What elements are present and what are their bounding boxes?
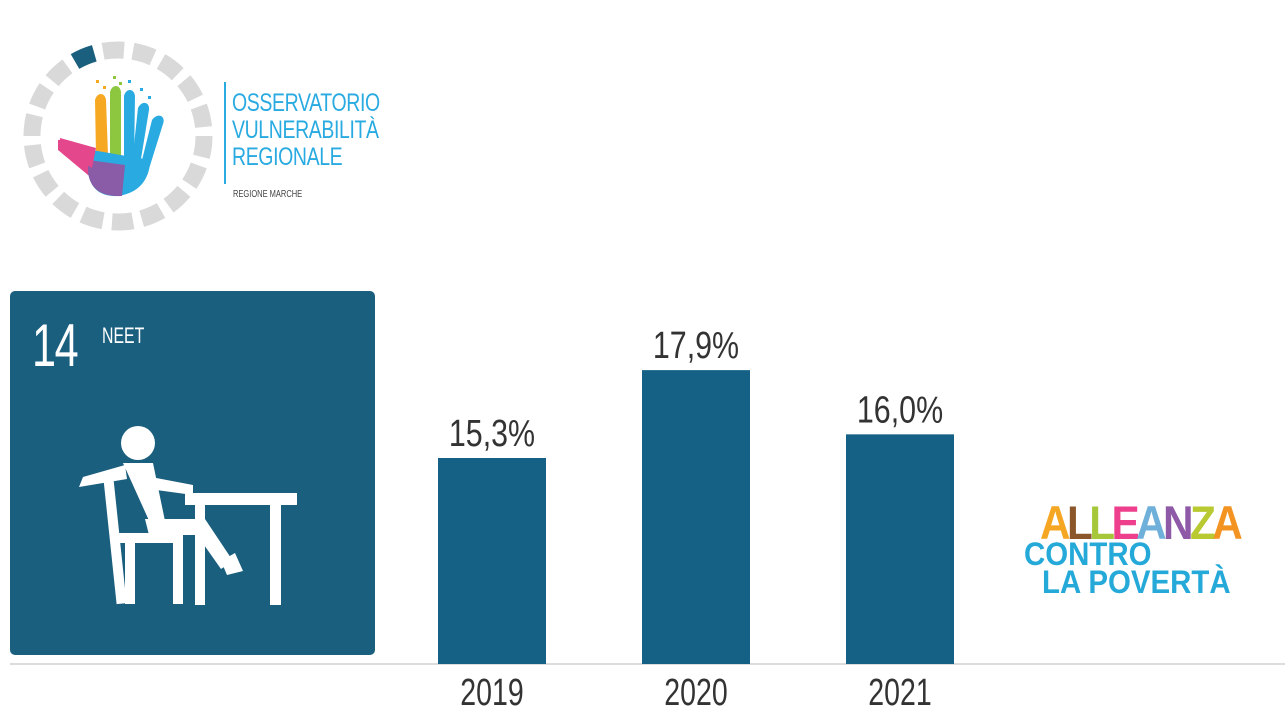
logo-ring-segment [182,162,207,189]
logo-ring-segment [29,83,54,110]
logo-subtitle: REGIONE MARCHE [233,189,303,200]
value-label-2021: 16,0% [857,389,943,431]
logo-ring-segment [139,203,166,227]
alleanza-letter: A [1040,496,1071,549]
logo-ring-segment [45,59,73,87]
bar-2020 [642,370,750,664]
value-label-2019: 15,3% [449,413,535,455]
bar-2019 [438,458,546,664]
bar-2021 [846,434,954,664]
alleanza-letter: A [1212,496,1243,549]
neet-card: 14 NEET [10,291,375,655]
x-tick-label-2020: 2020 [664,672,727,711]
alleanza-row2: CONTRO [1024,536,1152,572]
alleanza-letter: E [1111,496,1139,549]
logo-ring-segment [156,54,184,81]
logo-ring-segment [52,191,80,218]
x-tick-label-2021: 2021 [868,672,931,711]
logo-title-line2: VULNERABILITÀ [232,116,379,144]
hand-icon [58,76,164,197]
logo-ring-segment [131,42,157,66]
logo-divider [224,82,226,184]
logo-title-line3: REGIONALE [232,143,343,171]
person-at-desk-icon [79,426,297,605]
alleanza-letter: N [1163,496,1194,549]
alleanza-contro-poverta-logo: ALLEANZA CONTRO LA POVERTÀ [1020,495,1250,605]
logo-ring-segment [24,143,46,169]
alleanza-letter: L [1089,496,1115,549]
alleanza-letter: A [1136,496,1167,549]
logo-ring-segment [70,45,97,69]
logo-ring [23,41,213,231]
x-tick-label-2019: 2019 [460,672,523,711]
logo-ring-segment [111,212,135,231]
neet-title: NEET [102,323,145,348]
logo-ring-segment [101,41,125,60]
logo-ring-segment [193,135,213,159]
value-label-2020: 17,9% [653,325,739,367]
logo-ring-segment [79,206,105,230]
alleanza-letter: L [1066,496,1093,549]
logo-ring-segment [177,75,203,103]
logo-ring-segment [163,185,191,213]
logo-ring-segment [190,103,212,129]
alleanza-letter: Z [1189,496,1216,549]
neet-number: 14 [32,312,79,379]
osservatorio-logo [23,41,213,231]
alleanza-wordmark: ALLEANZA [1040,495,1243,550]
logo-title-line1: OSSERVATORIO [232,89,380,117]
alleanza-row3: LA POVERTÀ [1042,564,1231,600]
logo-ring-segment [33,169,59,197]
logo-ring-segment [23,113,43,137]
